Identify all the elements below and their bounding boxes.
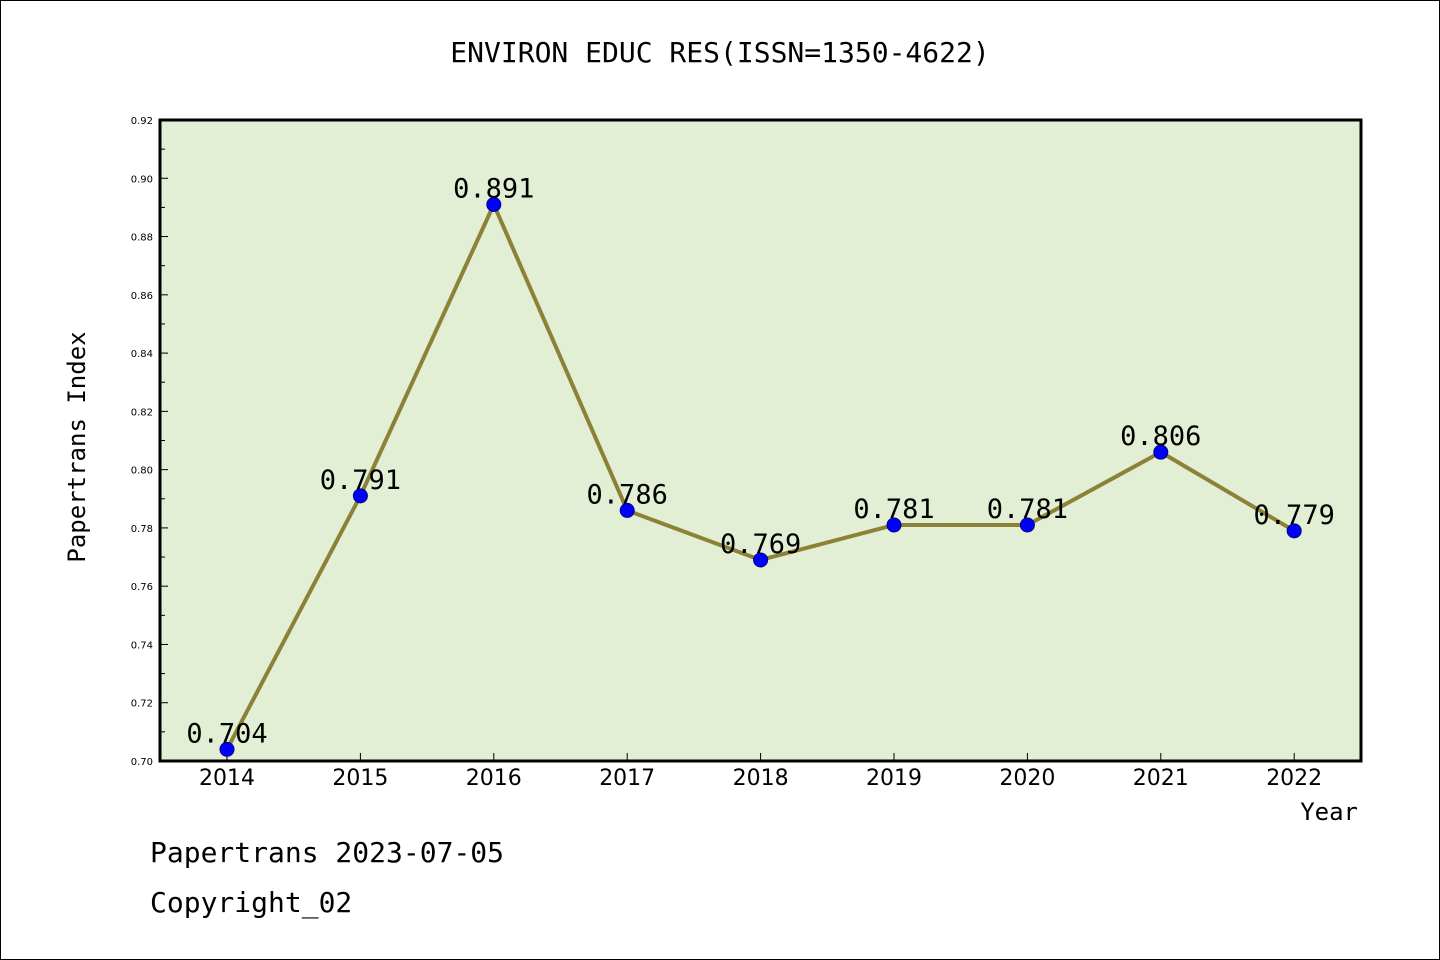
y-tick-label: 0.78 — [131, 524, 153, 535]
x-tick-label: 2015 — [332, 766, 388, 791]
data-label: 0.704 — [186, 718, 267, 749]
x-axis-label: Year — [1300, 798, 1358, 826]
y-tick-label: 0.90 — [131, 174, 153, 185]
y-tick-label: 0.84 — [131, 349, 153, 360]
y-tick-label: 0.70 — [131, 757, 153, 768]
y-tick-label: 0.82 — [131, 407, 153, 418]
data-label: 0.779 — [1254, 500, 1335, 531]
y-tick-label: 0.86 — [131, 291, 153, 302]
chart-title: ENVIRON EDUC RES(ISSN=1350-4622) — [450, 36, 990, 69]
plot-area — [158, 118, 1363, 763]
footer-date: Papertrans 2023-07-05 — [150, 836, 505, 869]
x-tick-label: 2018 — [733, 766, 789, 791]
y-tick-label: 0.74 — [131, 640, 153, 651]
data-point — [1286, 523, 1302, 539]
y-tick-label: 0.72 — [131, 699, 153, 710]
data-label: 0.891 — [453, 173, 534, 204]
data-point — [1019, 517, 1035, 533]
data-point — [486, 196, 502, 212]
data-label: 0.781 — [987, 494, 1068, 525]
x-tick-label: 2016 — [466, 766, 522, 791]
x-tick-label: 2017 — [599, 766, 655, 791]
y-tick-label: 0.92 — [131, 116, 153, 127]
x-tick-label: 2022 — [1266, 766, 1322, 791]
x-tick-label: 2020 — [999, 766, 1055, 791]
data-label: 0.786 — [587, 479, 668, 510]
data-point — [886, 517, 902, 533]
data-label: 0.769 — [720, 529, 801, 560]
data-label: 0.781 — [853, 494, 934, 525]
x-tick-label: 2014 — [199, 766, 255, 791]
data-label: 0.806 — [1120, 421, 1201, 452]
data-point — [1153, 444, 1169, 460]
footer-copyright: Copyright_02 — [150, 886, 353, 919]
data-point — [352, 488, 368, 504]
data-label: 0.791 — [320, 465, 401, 496]
x-tick-label: 2021 — [1133, 766, 1189, 791]
data-point — [619, 502, 635, 518]
y-tick-label: 0.76 — [131, 582, 153, 593]
data-point — [753, 552, 769, 568]
data-point — [219, 741, 235, 757]
x-tick-label: 2019 — [866, 766, 922, 791]
y-tick-label: 0.80 — [131, 466, 153, 477]
y-tick-label: 0.88 — [131, 233, 153, 244]
y-axis-label: Papertrans Index — [63, 331, 91, 562]
